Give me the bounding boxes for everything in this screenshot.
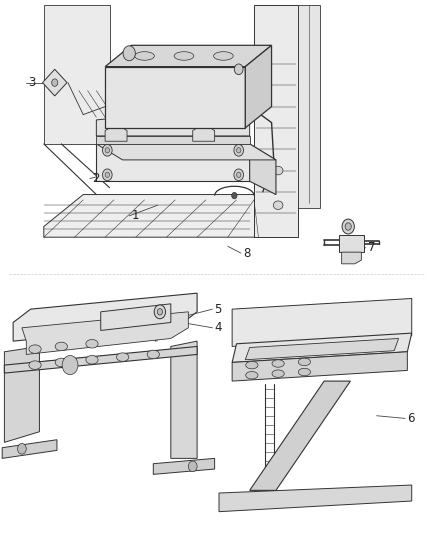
Ellipse shape (214, 52, 233, 60)
Ellipse shape (86, 356, 98, 364)
Polygon shape (4, 346, 197, 373)
Polygon shape (105, 45, 272, 67)
Ellipse shape (298, 368, 311, 376)
Circle shape (234, 64, 243, 75)
Circle shape (234, 144, 244, 156)
Polygon shape (250, 144, 276, 195)
Circle shape (345, 223, 351, 230)
Polygon shape (245, 338, 399, 360)
Text: 4: 4 (215, 321, 222, 334)
Polygon shape (22, 312, 188, 354)
Circle shape (188, 461, 197, 472)
Text: 3: 3 (28, 76, 36, 89)
Text: 7: 7 (368, 241, 375, 254)
Circle shape (102, 169, 112, 181)
Ellipse shape (272, 370, 284, 377)
Polygon shape (105, 128, 127, 141)
Polygon shape (232, 333, 412, 362)
Ellipse shape (117, 353, 129, 361)
Polygon shape (219, 485, 412, 512)
Polygon shape (171, 341, 197, 458)
Polygon shape (42, 69, 67, 96)
Text: 8: 8 (243, 247, 251, 260)
Ellipse shape (273, 201, 283, 209)
Polygon shape (298, 5, 320, 208)
Polygon shape (96, 117, 250, 136)
Ellipse shape (55, 342, 67, 351)
Polygon shape (254, 5, 298, 237)
Circle shape (52, 79, 58, 86)
Polygon shape (2, 440, 57, 458)
Polygon shape (44, 195, 293, 237)
Polygon shape (96, 144, 250, 181)
Polygon shape (232, 352, 407, 381)
Circle shape (232, 192, 237, 199)
Polygon shape (44, 5, 110, 144)
Polygon shape (250, 381, 350, 490)
Text: 1: 1 (131, 209, 139, 222)
Ellipse shape (272, 360, 284, 367)
Circle shape (154, 305, 166, 319)
Polygon shape (96, 144, 276, 160)
Polygon shape (13, 293, 197, 341)
Polygon shape (4, 346, 39, 442)
Circle shape (234, 169, 244, 181)
Circle shape (62, 356, 78, 375)
Polygon shape (96, 136, 250, 144)
Circle shape (157, 309, 162, 315)
Polygon shape (101, 304, 171, 330)
Circle shape (18, 443, 26, 454)
Circle shape (105, 148, 110, 153)
Polygon shape (232, 298, 412, 346)
Ellipse shape (135, 52, 154, 60)
Polygon shape (153, 458, 215, 474)
Polygon shape (193, 128, 215, 141)
Circle shape (237, 148, 241, 153)
Text: 6: 6 (407, 412, 415, 425)
Ellipse shape (174, 52, 194, 60)
Text: 2: 2 (92, 172, 99, 185)
Polygon shape (342, 252, 361, 264)
Polygon shape (339, 235, 364, 252)
Circle shape (123, 46, 135, 61)
Circle shape (105, 172, 110, 177)
Polygon shape (105, 67, 245, 128)
Polygon shape (245, 45, 272, 128)
Ellipse shape (298, 358, 311, 366)
Ellipse shape (29, 361, 41, 369)
Ellipse shape (246, 361, 258, 369)
Circle shape (237, 172, 241, 177)
Ellipse shape (29, 345, 41, 353)
Circle shape (342, 219, 354, 234)
Ellipse shape (147, 350, 159, 359)
Ellipse shape (246, 372, 258, 379)
Text: 5: 5 (215, 303, 222, 316)
Ellipse shape (86, 340, 98, 348)
Ellipse shape (55, 358, 67, 367)
Ellipse shape (273, 166, 283, 175)
Circle shape (102, 144, 112, 156)
